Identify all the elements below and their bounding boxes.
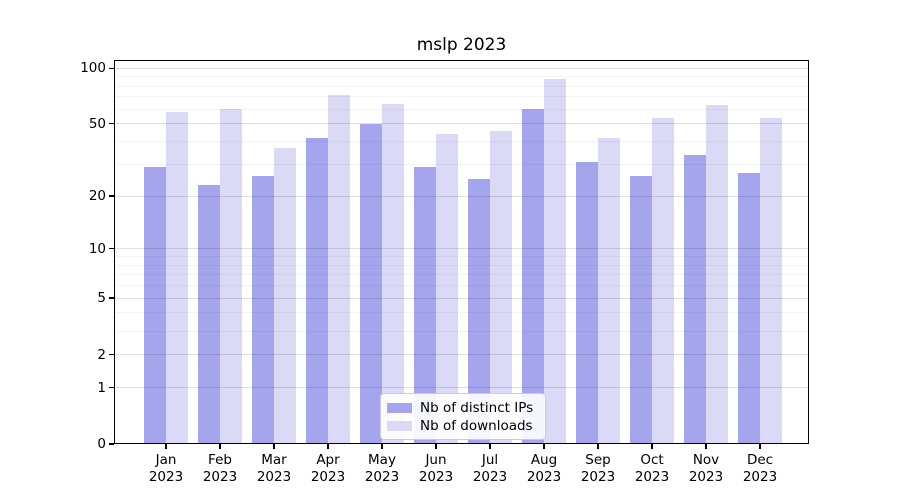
bar-nb-of-downloads-sep <box>598 137 620 444</box>
x-tick-mark-oct <box>651 444 653 449</box>
x-tick-mark-nov <box>705 444 707 449</box>
bar-nb-of-distinct-ips-nov <box>684 154 706 444</box>
legend-item-distinct-ips: Nb of distinct IPs <box>387 399 537 416</box>
legend-item-downloads: Nb of downloads <box>387 417 537 434</box>
x-axis: Jan 2023 Feb 2023 Mar 2023 Apr 2023 May 2023… <box>114 444 809 500</box>
x-tick-label-dec: Dec 2023 <box>742 452 778 485</box>
x-tick-mark-sep <box>597 444 599 449</box>
gridline-30 <box>114 163 809 165</box>
x-tick-label-nov: Nov 2023 <box>688 452 724 485</box>
x-tick-label-jul: Jul 2023 <box>472 452 508 485</box>
gridline-50 <box>114 123 809 125</box>
bar-nb-of-downloads-jan <box>166 112 188 444</box>
legend-label-distinct-ips: Nb of distinct IPs <box>420 399 534 416</box>
bar-nb-of-distinct-ips-aug <box>522 109 544 444</box>
gridline-2 <box>114 354 809 355</box>
x-tick-label-jun: Jun 2023 <box>418 452 454 485</box>
gridline-3 <box>114 330 809 332</box>
bar-nb-of-downloads-jul <box>490 130 512 444</box>
y-tick-label-100: 100 <box>80 60 106 77</box>
y-tick-label-5: 5 <box>97 290 106 307</box>
legend: Nb of distinct IPs Nb of downloads <box>380 393 546 440</box>
bar-nb-of-downloads-jun <box>436 134 458 444</box>
bar-nb-of-downloads-feb <box>220 109 242 444</box>
x-tick-label-apr: Apr 2023 <box>310 452 346 485</box>
bar-nb-of-downloads-aug <box>544 78 566 444</box>
bar-nb-of-distinct-ips-oct <box>630 175 652 444</box>
gridline-1 <box>114 387 809 389</box>
y-tick-label-10: 10 <box>88 240 106 257</box>
bar-nb-of-distinct-ips-may <box>360 123 382 444</box>
x-tick-mark-aug <box>543 444 545 449</box>
bar-nb-of-distinct-ips-jun <box>414 167 436 444</box>
gridline-6 <box>114 285 809 286</box>
y-tick-label-0: 0 <box>97 436 106 452</box>
y-tick-label-20: 20 <box>88 188 106 205</box>
gridline-5 <box>114 297 809 299</box>
gridline-40 <box>114 141 809 143</box>
gridline-8 <box>114 264 809 266</box>
bar-nb-of-downloads-dec <box>760 117 782 444</box>
x-tick-label-aug: Aug 2023 <box>526 452 562 485</box>
y-axis: 0 1 2 5 10 20 50 100 <box>0 60 114 452</box>
legend-label-downloads: Nb of downloads <box>420 417 533 434</box>
gridline-70 <box>114 96 809 98</box>
bar-nb-of-distinct-ips-dec <box>738 172 760 444</box>
legend-swatch-downloads <box>387 420 412 431</box>
y-tick-mark-50 <box>109 123 114 125</box>
bar-nb-of-downloads-mar <box>274 147 296 444</box>
x-tick-mark-jul <box>489 444 491 449</box>
gridline-4 <box>114 312 809 314</box>
y-tick-mark-20 <box>109 195 114 197</box>
y-tick-label-2: 2 <box>97 346 106 363</box>
gridline-7 <box>114 274 809 276</box>
bar-nb-of-downloads-nov <box>706 105 728 444</box>
chart-title: mslp 2023 <box>416 35 507 55</box>
gridline-10 <box>114 248 809 250</box>
x-tick-mark-feb <box>219 444 221 449</box>
y-tick-mark-0 <box>109 443 114 445</box>
bar-nb-of-distinct-ips-apr <box>306 137 328 444</box>
grid-layer <box>114 60 809 444</box>
bar-nb-of-downloads-may <box>382 104 404 444</box>
x-tick-mark-apr <box>327 444 329 449</box>
y-tick-label-50: 50 <box>88 115 106 132</box>
y-tick-mark-1 <box>109 386 114 389</box>
gridline-20 <box>114 195 809 197</box>
x-tick-label-jan: Jan 2023 <box>148 452 184 485</box>
plot-area <box>114 60 809 444</box>
x-tick-mark-mar <box>273 444 275 449</box>
x-tick-label-may: May 2023 <box>364 452 400 485</box>
x-tick-label-feb: Feb 2023 <box>202 452 238 485</box>
bar-nb-of-distinct-ips-jan <box>144 167 166 444</box>
y-tick-mark-10 <box>109 248 114 250</box>
x-tick-mark-dec <box>759 444 761 449</box>
x-tick-label-sep: Sep 2023 <box>580 452 616 485</box>
x-tick-mark-jun <box>435 444 437 449</box>
gridline-60 <box>114 108 809 110</box>
y-tick-mark-5 <box>109 297 114 299</box>
bar-nb-of-downloads-apr <box>328 94 350 444</box>
x-tick-mark-jan <box>165 444 167 449</box>
x-tick-label-mar: Mar 2023 <box>256 452 292 485</box>
y-tick-label-1: 1 <box>97 379 106 396</box>
bar-nb-of-distinct-ips-mar <box>252 175 274 444</box>
gridline-9 <box>114 256 809 257</box>
bar-nb-of-downloads-oct <box>652 117 674 444</box>
gridline-90 <box>114 76 809 78</box>
legend-swatch-distinct-ips <box>387 402 412 413</box>
y-tick-mark-2 <box>109 353 114 356</box>
bars-layer <box>114 60 809 444</box>
x-tick-mark-may <box>381 444 383 449</box>
x-tick-label-oct: Oct 2023 <box>634 452 670 485</box>
bar-nb-of-distinct-ips-feb <box>198 185 220 444</box>
gridline-80 <box>114 85 809 87</box>
gridline-100 <box>114 67 809 69</box>
bar-nb-of-distinct-ips-sep <box>576 161 598 444</box>
bar-nb-of-distinct-ips-jul <box>468 178 490 444</box>
y-tick-mark-100 <box>109 67 114 69</box>
